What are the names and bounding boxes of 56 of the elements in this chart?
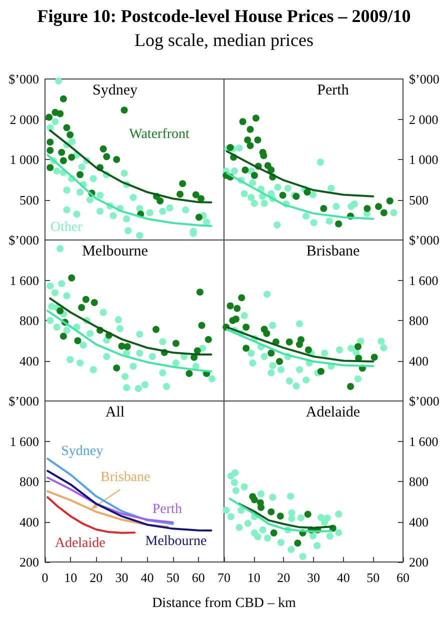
series-label: Melbourne <box>145 534 207 550</box>
chart-title: Melbourne <box>82 244 148 260</box>
chart-title: Sydney <box>92 82 138 98</box>
x-tick-label: 40 <box>140 570 154 585</box>
y-axis-title: $’000 <box>409 72 440 86</box>
x-tick-label: 10 <box>64 570 78 585</box>
chart-title: Perth <box>317 82 350 98</box>
x-tick-label: 10 <box>247 570 260 585</box>
y-tick-label: 500 <box>20 192 39 208</box>
y-tick-label: 1 600 <box>409 272 438 288</box>
x-tick-label: 30 <box>115 570 128 585</box>
chart-title: Brisbane <box>306 244 360 260</box>
y-tick-label: 800 <box>20 474 39 489</box>
x-tick-label: 60 <box>396 570 410 585</box>
x-tick-label: 50 <box>366 570 380 585</box>
caption: Figure 10: Postcode-level House Prices – 2009/10 <box>36 6 412 27</box>
x-tick-label: 0 <box>42 570 48 585</box>
y-tick-label: 200 <box>409 554 428 570</box>
chart-title: All <box>105 404 125 420</box>
y-tick-label: 2 000 <box>409 112 438 127</box>
y-tick-label: 1 600 <box>10 272 39 288</box>
x-tick-label: 20 <box>277 570 290 585</box>
x-tick-label: 20 <box>90 570 103 585</box>
y-tick-label: 500 <box>409 192 428 208</box>
series-label: Perth <box>152 502 182 517</box>
x-tick-label: 40 <box>336 570 350 585</box>
y-tick-label: 200 <box>20 554 39 570</box>
y-tick-label: 800 <box>409 474 428 489</box>
y-tick-label: 800 <box>409 313 428 328</box>
text: Log scale, median prices <box>134 30 314 51</box>
series-label: Other <box>50 220 83 236</box>
y-tick-label: 1 000 <box>409 152 438 167</box>
x-axis-title: Distance from CBD – km <box>151 596 297 612</box>
y-axis-title: $’000 <box>409 232 440 248</box>
series-label: Brisbane <box>100 470 150 485</box>
y-tick-label: 400 <box>409 353 428 368</box>
y-axis-title: $’000 <box>8 394 39 408</box>
y-tick-label: 400 <box>20 514 39 530</box>
x-tick-label: 30 <box>307 570 320 585</box>
chart-title: Adelaide <box>306 404 360 420</box>
y-tick-label: 400 <box>409 514 428 530</box>
x-tick-label: 50 <box>166 570 180 585</box>
y-tick-label: 1 600 <box>409 434 438 449</box>
y-axis-title: $’000 <box>409 394 440 408</box>
y-tick-label: 1 000 <box>10 152 39 167</box>
series-label: Adelaide <box>54 536 106 551</box>
y-tick-label: 2 000 <box>10 112 39 127</box>
y-axis-title: $’000 <box>8 232 39 248</box>
y-tick-label: 400 <box>20 353 39 368</box>
y-tick-label: 800 <box>20 313 39 328</box>
y-axis-title: $’000 <box>8 72 39 86</box>
x-tick-label: 70 <box>218 570 230 585</box>
y-tick-label: 1 600 <box>10 434 39 449</box>
series-label: Waterfront <box>129 126 190 142</box>
series-label: Sydney <box>61 444 104 460</box>
x-tick-label: 60 <box>192 570 205 585</box>
